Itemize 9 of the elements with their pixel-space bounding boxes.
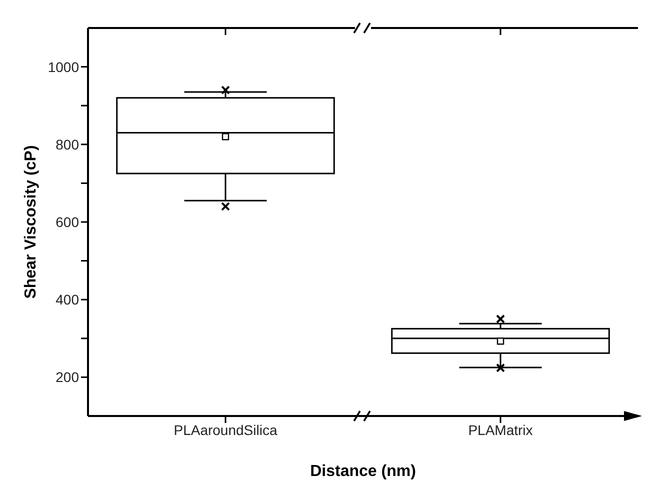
x-axis-title: Distance (nm)	[310, 463, 416, 480]
y-tick-label: 400	[56, 292, 80, 308]
y-axis-title: Shear Viscosity (cP)	[22, 145, 40, 299]
y-tick-label: 200	[56, 369, 80, 386]
y-tick-label: 600	[56, 214, 80, 230]
y-tick-label: 800	[56, 136, 80, 152]
x-tick-label: PLAaroundSilica	[174, 422, 278, 438]
y-tick-label: 1000	[48, 58, 80, 75]
x-tick-label: PLAMatrix	[468, 422, 533, 438]
